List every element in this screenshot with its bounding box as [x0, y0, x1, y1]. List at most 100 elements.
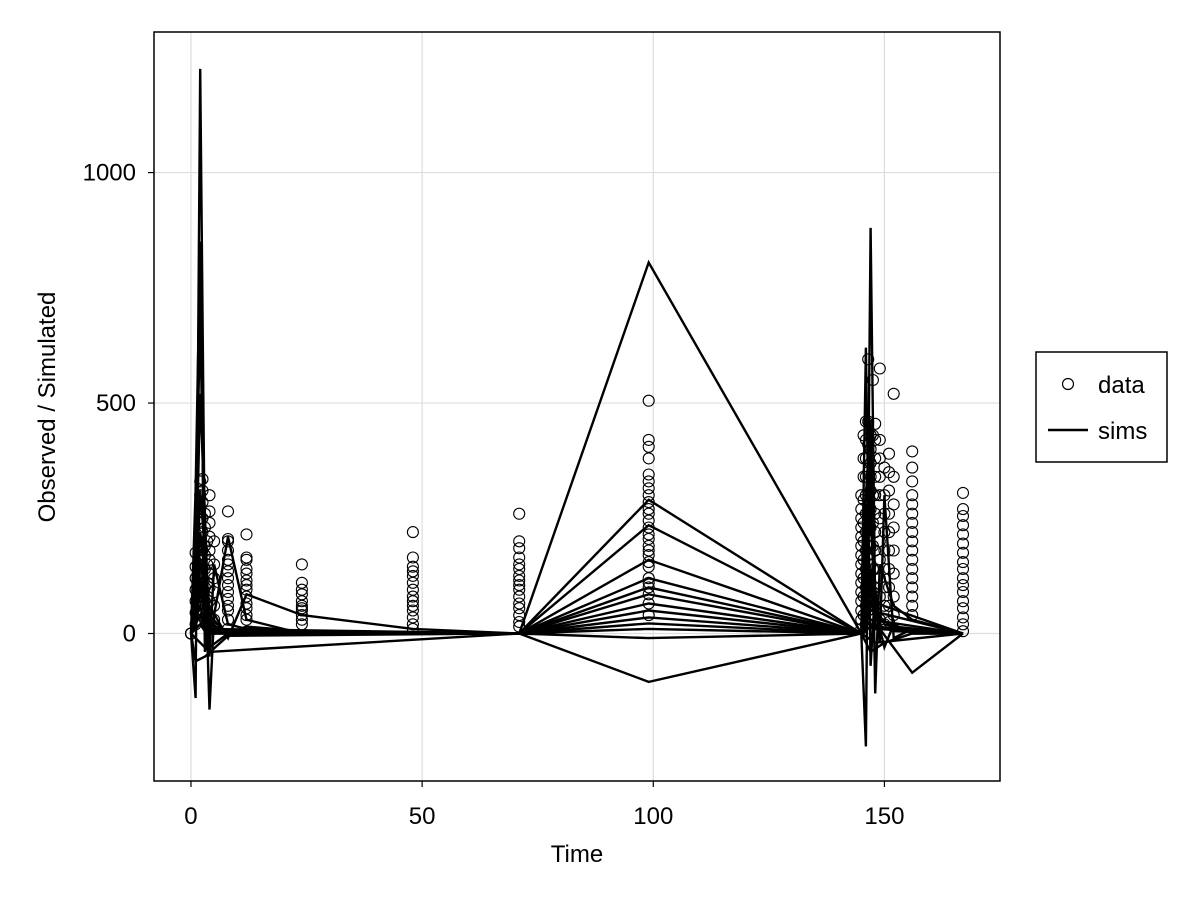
data-point	[406, 583, 419, 596]
data-point	[906, 507, 919, 520]
data-point	[855, 622, 868, 635]
data-point	[642, 452, 655, 465]
data-point	[862, 493, 875, 506]
data-point	[221, 599, 235, 612]
y-tick-label: 0	[123, 621, 136, 648]
data-point	[956, 556, 970, 569]
legend-data-label: data	[1098, 372, 1145, 399]
data-point	[240, 528, 253, 541]
data-point	[906, 489, 919, 502]
plot-frame	[153, 31, 1001, 782]
data-point	[406, 590, 419, 603]
data-point	[240, 597, 253, 610]
data-point	[906, 461, 919, 474]
x-tick-label: 0	[184, 803, 197, 830]
data-point	[878, 581, 891, 594]
data-point	[882, 447, 896, 460]
data-point	[221, 579, 235, 592]
data-point	[906, 562, 919, 576]
data-point	[869, 417, 882, 430]
data-point	[887, 567, 900, 580]
x-tick-label: 150	[864, 803, 904, 830]
data-point	[194, 503, 207, 516]
data-point	[956, 579, 970, 592]
data-point	[956, 618, 970, 631]
data-point	[642, 609, 655, 622]
data-point	[513, 609, 526, 622]
data-point	[906, 590, 919, 603]
data-point	[906, 445, 919, 458]
data-point	[878, 461, 891, 474]
data-point	[882, 562, 896, 576]
data-point	[873, 433, 886, 446]
data-point	[869, 489, 882, 502]
data-point	[906, 599, 919, 612]
data-point	[221, 613, 235, 626]
data-point	[240, 551, 253, 564]
data-point	[956, 486, 970, 499]
data-point	[194, 475, 207, 488]
data-point	[878, 507, 891, 520]
data-point	[869, 618, 882, 631]
data-point	[642, 549, 655, 562]
data-point	[221, 558, 235, 571]
data-point	[642, 528, 655, 541]
legend: data sims	[1035, 351, 1168, 463]
data-point	[189, 560, 202, 573]
data-point	[878, 544, 891, 557]
data-point	[406, 560, 419, 573]
data-point	[906, 553, 919, 566]
data-point	[406, 611, 419, 624]
data-point	[882, 484, 896, 497]
data-point	[642, 440, 655, 453]
data-point	[191, 576, 204, 589]
data-point	[406, 565, 419, 578]
data-point	[878, 599, 891, 612]
data-point	[887, 498, 900, 511]
data-point	[882, 466, 896, 479]
data-point	[906, 544, 919, 557]
data-point	[642, 556, 655, 569]
data-point	[866, 373, 879, 387]
data-point	[208, 585, 221, 599]
data-point	[406, 576, 419, 589]
data-point	[866, 609, 879, 622]
data-point	[887, 470, 900, 483]
data-point	[221, 505, 235, 518]
data-point	[513, 602, 526, 615]
data-point	[857, 572, 870, 585]
data-point	[956, 611, 970, 624]
data-point	[208, 613, 221, 626]
x-tick-label: 50	[409, 803, 436, 830]
data-point	[873, 613, 886, 626]
data-point	[513, 583, 526, 596]
data-point	[887, 521, 900, 534]
data-point	[221, 572, 235, 585]
data-point	[642, 576, 655, 589]
data-point	[642, 597, 655, 610]
data-point	[956, 625, 970, 638]
data-point	[642, 489, 655, 502]
data-point	[240, 567, 253, 580]
data-point	[956, 562, 970, 576]
data-point	[221, 585, 235, 599]
data-point	[203, 530, 216, 543]
data-point	[956, 595, 970, 608]
data-point	[201, 618, 214, 631]
data-point	[857, 553, 870, 566]
sims-line	[189, 68, 963, 747]
data-point	[882, 615, 896, 629]
data-point	[221, 604, 235, 617]
data-point	[642, 507, 655, 520]
data-point	[956, 528, 970, 541]
legend-data-marker	[1061, 377, 1075, 391]
data-point	[906, 475, 919, 488]
data-point	[642, 496, 655, 509]
data-point	[906, 498, 919, 511]
data-point	[956, 509, 970, 523]
legend-box	[1035, 351, 1168, 463]
data-point	[956, 519, 970, 532]
data-point	[196, 473, 209, 486]
data-point	[642, 482, 655, 495]
